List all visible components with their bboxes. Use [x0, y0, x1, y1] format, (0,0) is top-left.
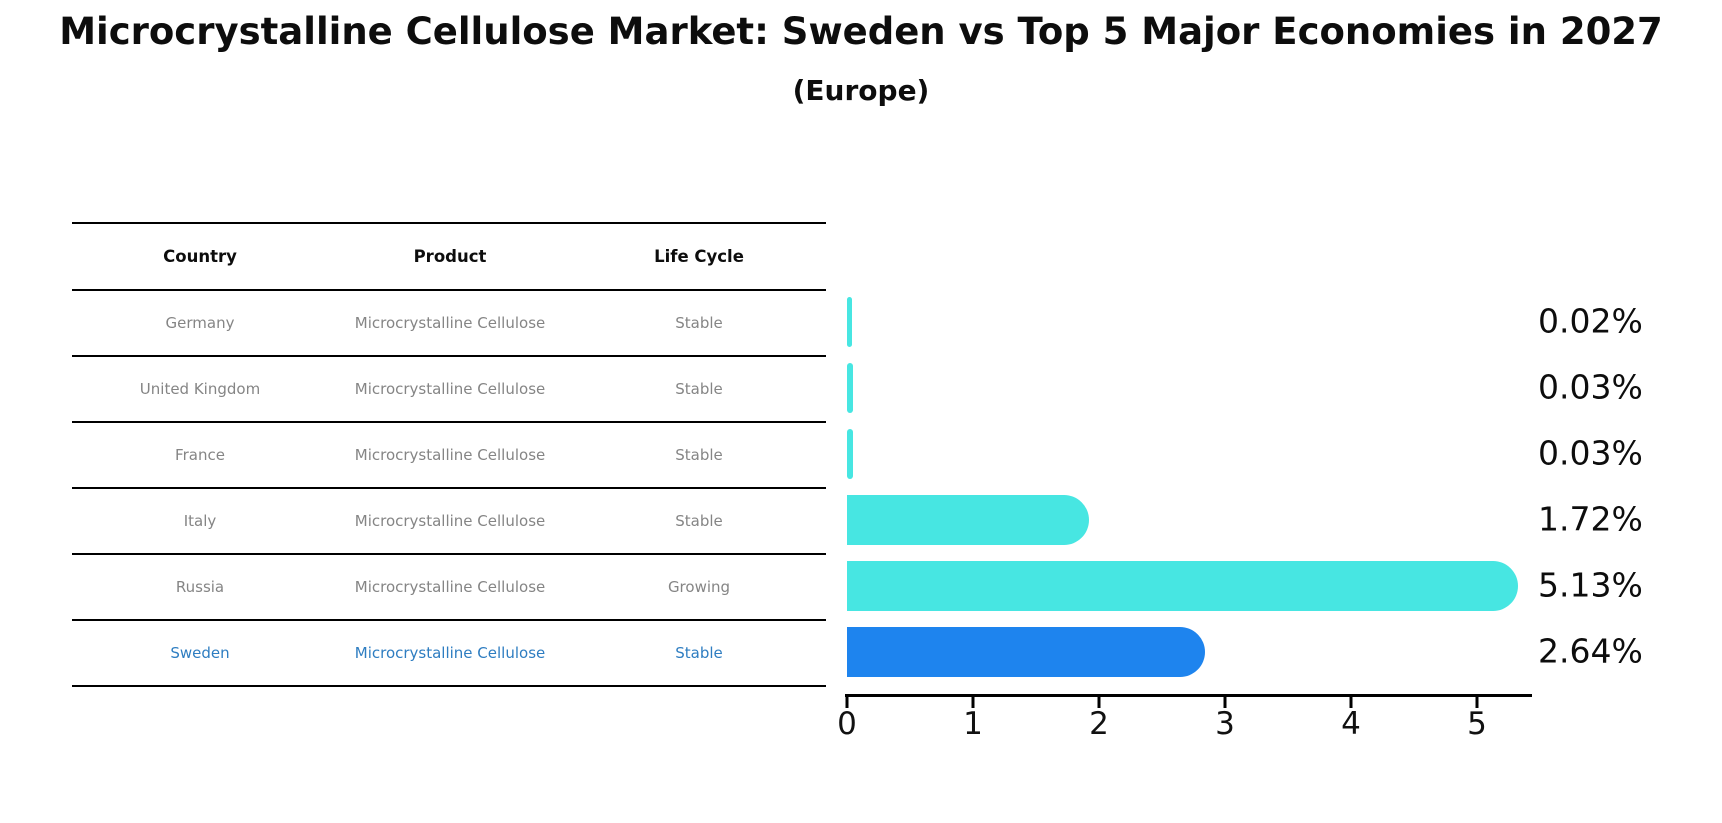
cell-lifecycle: Stable: [675, 512, 723, 530]
table-header-row: Country Product Life Cycle: [72, 224, 826, 291]
cell-country: Russia: [175, 578, 225, 596]
x-axis-tick-label: 5: [1467, 706, 1487, 742]
cell-product: Microcrystalline Cellulose: [354, 314, 546, 332]
cell-lifecycle: Growing: [667, 578, 731, 596]
x-axis-tick: [1097, 694, 1101, 708]
cell-country: United Kingdom: [139, 380, 261, 398]
x-axis-tick: [971, 694, 975, 708]
table-row-united-kingdom: United Kingdom Microcrystalline Cellulose…: [72, 357, 826, 423]
value-label-italy: 1.72%: [1538, 499, 1643, 539]
table-row-france: France Microcrystalline Cellulose Stable: [72, 423, 826, 489]
cell-lifecycle: Stable: [675, 446, 723, 464]
cell-country: Sweden: [170, 644, 230, 662]
x-axis-tick-label: 2: [1089, 706, 1109, 742]
cell-product: Microcrystalline Cellulose: [354, 380, 546, 398]
table-row-russia: Russia Microcrystalline Cellulose Growing: [72, 555, 826, 621]
cell-product: Microcrystalline Cellulose: [354, 578, 546, 596]
cell-country: France: [175, 446, 225, 464]
bar-united-kingdom: [847, 363, 853, 413]
x-axis-tick-label: 0: [837, 706, 857, 742]
x-axis-tick-label: 4: [1341, 706, 1361, 742]
comparison-table: Country Product Life Cycle Germany Microc…: [72, 222, 826, 687]
bar-sweden: [847, 627, 1205, 677]
table-row-italy: Italy Microcrystalline Cellulose Stable: [72, 489, 826, 555]
value-label-united-kingdom: 0.03%: [1538, 367, 1643, 407]
value-label-russia: 5.13%: [1538, 565, 1643, 605]
table-body: Germany Microcrystalline Cellulose Stable U…: [72, 291, 826, 687]
value-label-sweden: 2.64%: [1538, 631, 1643, 671]
page-subtitle: (Europe): [792, 74, 930, 107]
x-axis-line: [845, 694, 1532, 697]
table-row-germany: Germany Microcrystalline Cellulose Stable: [72, 291, 826, 357]
bar-france: [847, 429, 853, 479]
x-axis-tick: [1475, 694, 1479, 708]
header-cell-country: Country: [163, 247, 237, 266]
x-axis-tick: [845, 694, 849, 708]
header-cell-lifecycle: Life Cycle: [654, 247, 744, 266]
cell-country: Italy: [183, 512, 217, 530]
cell-country: Germany: [165, 314, 235, 332]
cell-product: Microcrystalline Cellulose: [354, 512, 546, 530]
bar-germany: [847, 297, 852, 347]
cell-product: Microcrystalline Cellulose: [354, 446, 546, 464]
value-label-germany: 0.02%: [1538, 301, 1643, 341]
x-axis-tick: [1223, 694, 1227, 708]
header-cell-product: Product: [413, 247, 487, 266]
cell-lifecycle: Stable: [675, 314, 723, 332]
x-axis-tick: [1349, 694, 1353, 708]
bar-russia: [847, 561, 1519, 611]
cell-lifecycle: Stable: [675, 644, 723, 662]
value-label-france: 0.03%: [1538, 433, 1643, 473]
cell-product: Microcrystalline Cellulose: [354, 644, 546, 662]
x-axis-tick-label: 1: [963, 706, 983, 742]
x-axis-tick-label: 3: [1215, 706, 1235, 742]
table-row-sweden: Sweden Microcrystalline Cellulose Stable: [72, 621, 826, 687]
cell-lifecycle: Stable: [675, 380, 723, 398]
page-title: Microcrystalline Cellulose Market: Swede…: [59, 10, 1663, 53]
bar-italy: [847, 495, 1089, 545]
